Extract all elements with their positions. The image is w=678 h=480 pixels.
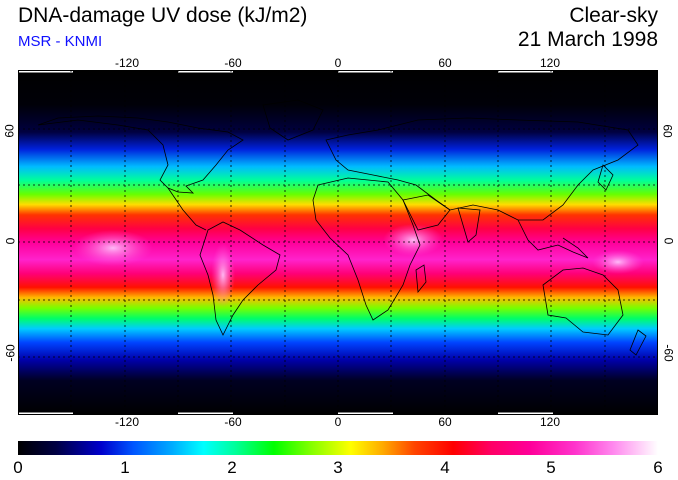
colorbar-label: 6: [653, 458, 663, 477]
lat-tick-right: 60: [660, 124, 676, 138]
lon-tick-bottom: 0: [334, 415, 342, 429]
coastline-south-america: [199, 221, 281, 336]
lat-tick-left-label: 0: [3, 237, 17, 245]
coastline-new-zealand: [629, 329, 647, 356]
lon-tick-top: -120: [114, 56, 140, 70]
lon-tick-bottom: 60: [438, 415, 452, 429]
coastline-africa: [312, 177, 421, 321]
coastline-australia: [542, 267, 624, 336]
lon-tick-bottom: 120: [539, 415, 561, 429]
colorbar-label: 2: [227, 458, 237, 477]
lon-tick-top: 0: [334, 56, 342, 70]
lat-tick-right-label: 60: [660, 124, 675, 138]
lon-tick-top: -60: [224, 56, 242, 70]
uv-dose-map: [18, 70, 658, 415]
colorbar-label: 5: [546, 458, 556, 477]
lat-tick-left: 60: [2, 124, 18, 138]
colorbar-label: 0: [13, 458, 23, 477]
lon-tick-bottom: -120: [114, 415, 140, 429]
coastline-india: [457, 207, 481, 243]
map-subtitle: MSR - KNMI: [18, 33, 103, 50]
lat-tick-right-label: 0: [661, 237, 675, 245]
coastline-europe-asia: [325, 117, 639, 221]
coastline-north-america: [37, 115, 244, 194]
lat-tick-left: -60: [2, 344, 18, 362]
lat-tick-left: 0: [2, 234, 18, 248]
lon-tick-bottom: -60: [224, 415, 242, 429]
uv-maximum-coral-sea: [592, 250, 644, 274]
lon-tick-top: 60: [438, 56, 452, 70]
uv-maximum-pacific: [73, 230, 153, 266]
map-title: DNA-damage UV dose (kJ/m2): [18, 4, 308, 27]
lon-tick-top: 120: [539, 56, 561, 70]
colorbar-label: 3: [333, 458, 343, 477]
date-label: 21 March 1998: [517, 28, 658, 51]
coastline-madagascar: [415, 264, 427, 294]
lat-tick-left-label: -60: [3, 344, 18, 362]
coastline-arabia: [402, 194, 451, 231]
coastlines: [37, 99, 647, 356]
graticule: [18, 70, 658, 415]
lat-tick-right-label: -60: [661, 344, 676, 362]
coastline-greenland: [262, 99, 324, 141]
colorbar-label: 1: [120, 458, 130, 477]
uv-maximum-andes: [211, 243, 235, 307]
sky-condition-label: Clear-sky: [569, 4, 658, 27]
coastline-japan: [597, 164, 614, 191]
colorbar-label: 4: [440, 458, 450, 477]
coastline-central-america: [167, 187, 207, 231]
lat-tick-right: -60: [660, 344, 676, 362]
lat-tick-right: 0: [660, 234, 676, 248]
uv-maximum-africa: [383, 224, 443, 256]
lat-tick-left-label: 60: [2, 124, 17, 138]
colorbar: [18, 441, 658, 455]
map-frame: [18, 70, 658, 415]
coastline-southeast-asia: [517, 219, 589, 259]
